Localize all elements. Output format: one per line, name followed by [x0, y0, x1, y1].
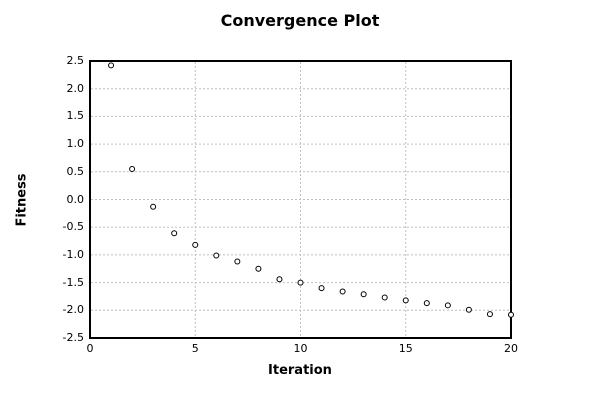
y-tick-label: 2.5 [66, 54, 85, 67]
y-tick-label: 0.5 [66, 164, 85, 178]
data-point [213, 252, 220, 259]
data-point [486, 311, 493, 318]
x-tick-label: 15 [398, 342, 413, 355]
data-point [444, 302, 451, 309]
y-tick-label: -0.5 [62, 220, 84, 234]
y-tick-label: 2.0 [66, 81, 85, 95]
y-tick-label: -2.0 [62, 303, 84, 317]
data-point [234, 258, 241, 265]
plot-frame [89, 60, 512, 339]
x-tick-label: 0 [86, 342, 94, 355]
data-point [465, 306, 472, 313]
data-point [318, 285, 325, 292]
data-point [108, 62, 115, 69]
y-tick-label: -1.0 [62, 247, 84, 261]
chart-title: Convergence Plot [220, 11, 380, 30]
data-point [508, 311, 514, 318]
y-axis-title: Fitness [14, 173, 30, 227]
x-axis-title: Iteration [268, 363, 332, 378]
x-tick-label: 10 [293, 342, 308, 355]
data-point [297, 279, 304, 286]
y-tick-label: -2.5 [62, 331, 84, 344]
data-point [402, 297, 409, 304]
y-tick-label: 1.0 [66, 137, 85, 151]
data-point [276, 276, 283, 283]
data-point [150, 203, 157, 210]
data-point [255, 265, 262, 272]
y-tick-label: 0.0 [66, 192, 85, 206]
data-point [360, 291, 367, 298]
data-point [423, 300, 430, 307]
data-point [129, 166, 136, 173]
data-point [381, 294, 388, 301]
data-point [192, 241, 199, 248]
x-tick-label: 20 [504, 342, 518, 355]
data-point [171, 230, 178, 237]
y-tick-label: 1.5 [66, 109, 85, 123]
data-point [339, 288, 346, 295]
x-tick-label: 5 [191, 342, 199, 355]
y-tick-label: -1.5 [62, 275, 84, 289]
